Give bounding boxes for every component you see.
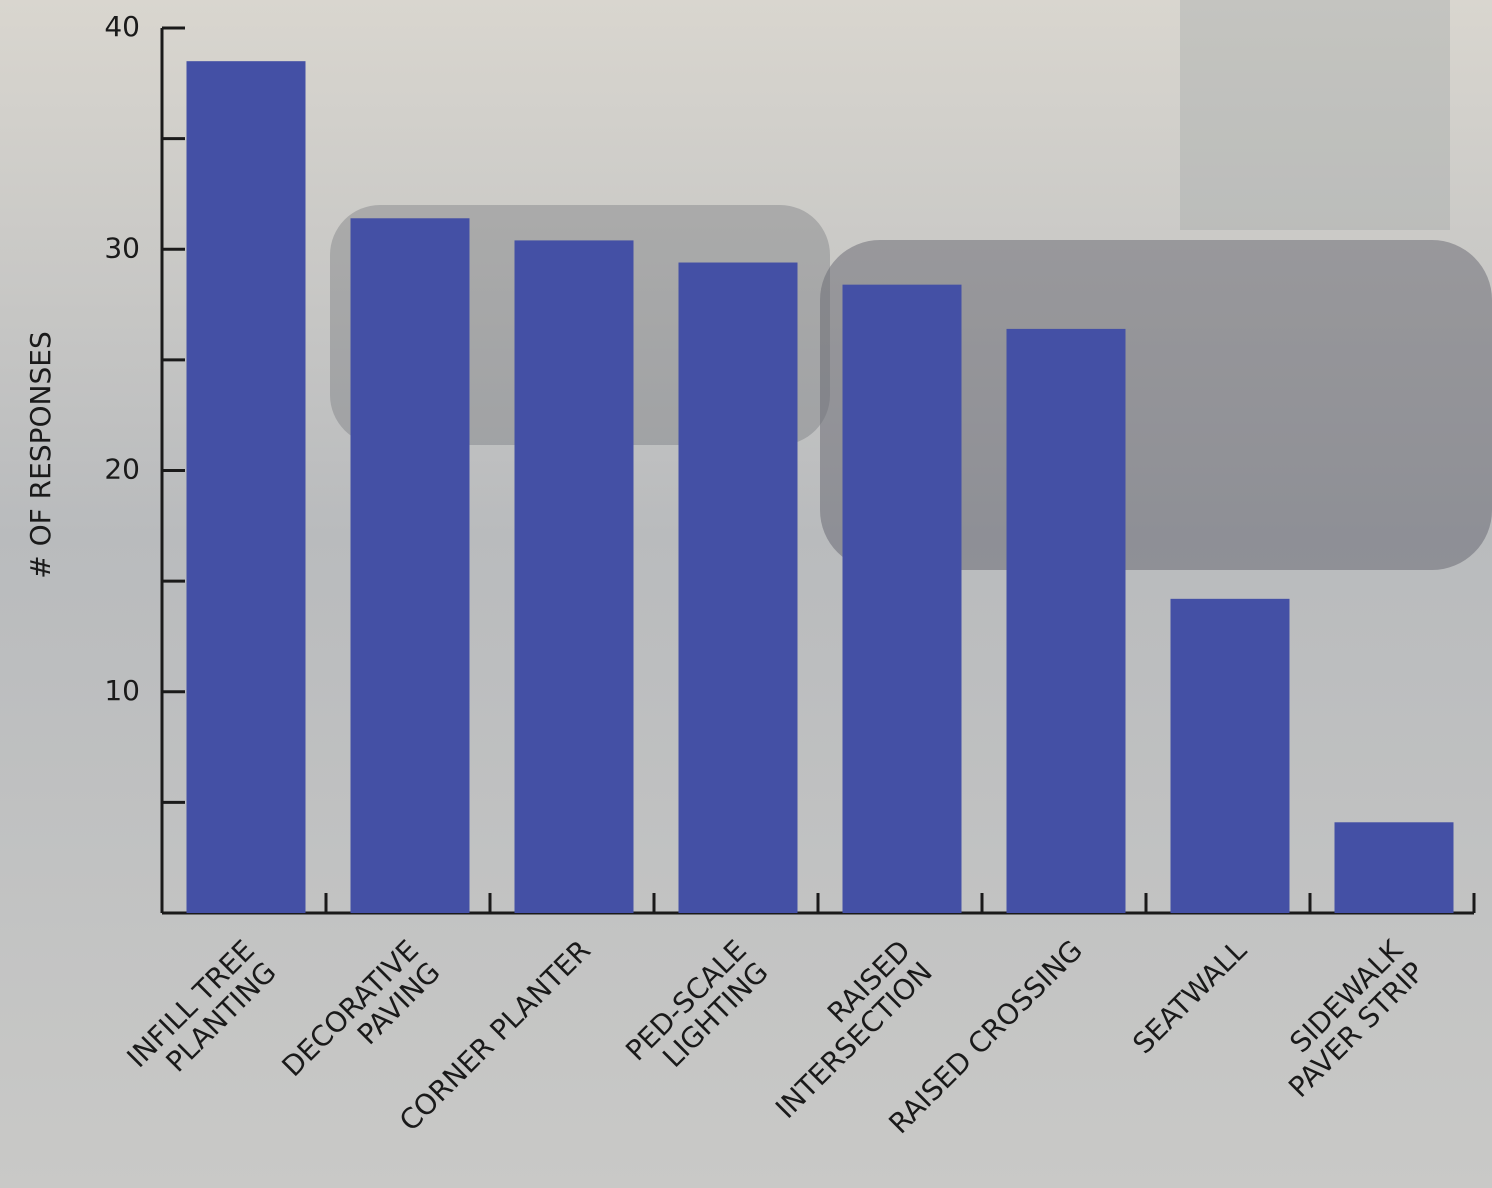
y-tick-label: 30 — [104, 231, 140, 264]
background-window — [1180, 0, 1450, 230]
y-tick-label: 40 — [104, 10, 140, 43]
bar — [1006, 328, 1126, 913]
bar — [678, 262, 798, 913]
background-car — [820, 240, 1492, 570]
bar — [1334, 822, 1454, 913]
y-tick-label: 10 — [104, 674, 140, 707]
bar — [1170, 598, 1290, 913]
bar — [514, 240, 634, 913]
y-tick-label: 20 — [104, 453, 140, 486]
bar — [842, 284, 962, 913]
bar — [186, 61, 306, 913]
y-axis-label: # OF RESPONSES — [24, 331, 57, 578]
bar — [350, 218, 470, 913]
